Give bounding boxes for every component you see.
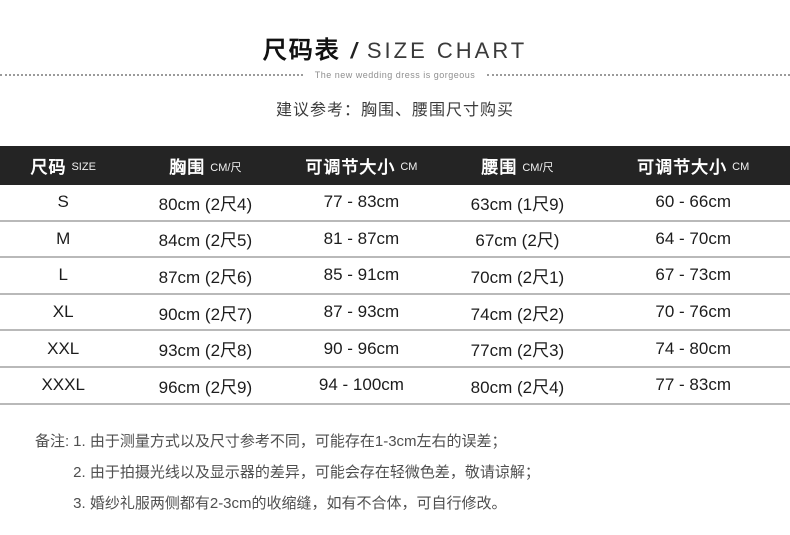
table-body: S 80cm (2尺4) 77 - 83cm 63cm (1尺9) 60 - 66cm M… xyxy=(0,185,790,405)
header-unit-label: SIZE xyxy=(71,161,96,173)
table-cell: 70 - 76cm xyxy=(655,302,731,322)
table-row: XL 90cm (2尺7) 87 - 93cm 74cm (2尺2) 70 - 76cm xyxy=(0,295,790,332)
table-cell: 96cm (2尺9) xyxy=(158,377,253,397)
table-cell: XXXL xyxy=(41,375,85,395)
table-cell: 64 - 70cm xyxy=(655,228,731,248)
dotted-line-left xyxy=(0,74,303,76)
table-cell: M xyxy=(56,228,71,248)
table-cell: 70cm (2尺1) xyxy=(470,267,565,287)
table-cell: XL xyxy=(52,302,74,322)
table-row: M 84cm (2尺5) 81 - 87cm 67cm (2尺) 64 - 70cm xyxy=(0,222,790,259)
table-row: XXL 93cm (2尺8) 90 - 96cm 77cm (2尺3) 74 - 80c… xyxy=(0,331,790,368)
table-cell: L xyxy=(58,265,68,285)
header-unit-label: CM/尺 xyxy=(522,162,554,174)
table-header-cell: 尺码 SIZE xyxy=(0,146,126,185)
note-line: 3. 婚纱礼服两侧都有2-3cm的收缩缝，如有不合体，可自行修改。 xyxy=(73,494,507,512)
table-cell: 84cm (2尺5) xyxy=(158,231,253,251)
table-cell: 93cm (2尺8) xyxy=(158,341,253,361)
header-label-cn: 可调节大小 xyxy=(305,158,396,177)
table-row: XXXL 96cm (2尺9) 94 - 100cm 80cm (2尺4) 77 - 8… xyxy=(0,368,790,405)
table-cell: 77cm (2尺3) xyxy=(470,341,565,361)
table-header-cell: 胸围 CM/尺 xyxy=(126,146,284,185)
page-title: 尺码表 / SIZE CHART xyxy=(0,0,790,64)
notes-label: 备注: xyxy=(35,432,70,450)
table-cell: 80cm (2尺4) xyxy=(158,194,253,214)
table-header-cell: 可调节大小 CM xyxy=(284,146,438,185)
table-cell: S xyxy=(57,192,69,212)
table-cell: XXL xyxy=(47,338,80,358)
size-table: 尺码 SIZE 胸围 CM/尺 可调节大小 CM 腰围 CM/尺 可调节大小 CM S 80cm (… xyxy=(0,146,790,405)
purchase-advice-text: 建议参考：胸围、腰围尺寸购买 xyxy=(275,102,514,119)
table-cell: 77 - 83cm xyxy=(655,375,731,395)
table-cell: 80cm (2尺4) xyxy=(470,377,565,397)
header-label-cn: 腰围 xyxy=(481,158,518,177)
table-cell: 67cm (2尺) xyxy=(475,231,560,251)
table-cell: 90 - 96cm xyxy=(323,338,400,358)
table-row: S 80cm (2尺4) 77 - 83cm 63cm (1尺9) 60 - 66cm xyxy=(0,185,790,222)
table-cell: 67 - 73cm xyxy=(655,265,731,285)
table-cell: 81 - 87cm xyxy=(323,228,400,248)
title-chinese: 尺码表 xyxy=(262,37,341,64)
notes-list: 1. 由于测量方式以及尺寸参考不同，可能存在1-3cm左右的误差； 2. 由于拍摄… xyxy=(73,426,790,519)
tagline-text: The new wedding dress is gorgeous xyxy=(314,70,476,80)
table-header-row: 尺码 SIZE 胸围 CM/尺 可调节大小 CM 腰围 CM/尺 可调节大小 CM xyxy=(0,146,790,185)
tagline-divider: The new wedding dress is gorgeous xyxy=(0,70,790,80)
header-unit-label: CM xyxy=(732,161,750,173)
table-cell: 74 - 80cm xyxy=(655,338,731,358)
table-cell: 87cm (2尺6) xyxy=(158,267,253,287)
title-english: SIZE CHART xyxy=(366,38,528,63)
table-cell: 87 - 93cm xyxy=(323,302,400,322)
notes-section: 备注: 1. 由于测量方式以及尺寸参考不同，可能存在1-3cm左右的误差； 2. … xyxy=(35,426,790,519)
note-line: 2. 由于拍摄光线以及显示器的差异，可能会存在轻微色差，敬请谅解； xyxy=(73,463,540,481)
note-line: 1. 由于测量方式以及尺寸参考不同，可能存在1-3cm左右的误差； xyxy=(73,432,507,450)
header-unit-label: CM xyxy=(400,161,418,173)
dotted-line-right xyxy=(487,74,790,76)
header-unit-label: CM/尺 xyxy=(210,162,242,174)
table-cell: 77 - 83cm xyxy=(323,192,400,212)
table-cell: 63cm (1尺9) xyxy=(470,194,565,214)
header-label-cn: 尺码 xyxy=(30,158,67,177)
table-cell: 60 - 66cm xyxy=(655,192,731,212)
header-label-cn: 胸围 xyxy=(169,158,206,177)
table-row: L 87cm (2尺6) 85 - 91cm 70cm (2尺1) 67 - 73cm xyxy=(0,258,790,295)
title-slash-divider: / xyxy=(350,38,357,63)
table-cell: 85 - 91cm xyxy=(323,265,400,285)
header-label-cn: 可调节大小 xyxy=(637,158,728,177)
table-cell: 74cm (2尺2) xyxy=(470,304,565,324)
table-cell: 94 - 100cm xyxy=(318,375,404,395)
table-header-cell: 可调节大小 CM xyxy=(596,146,790,185)
table-cell: 90cm (2尺7) xyxy=(158,304,253,324)
table-header-cell: 腰围 CM/尺 xyxy=(438,146,596,185)
